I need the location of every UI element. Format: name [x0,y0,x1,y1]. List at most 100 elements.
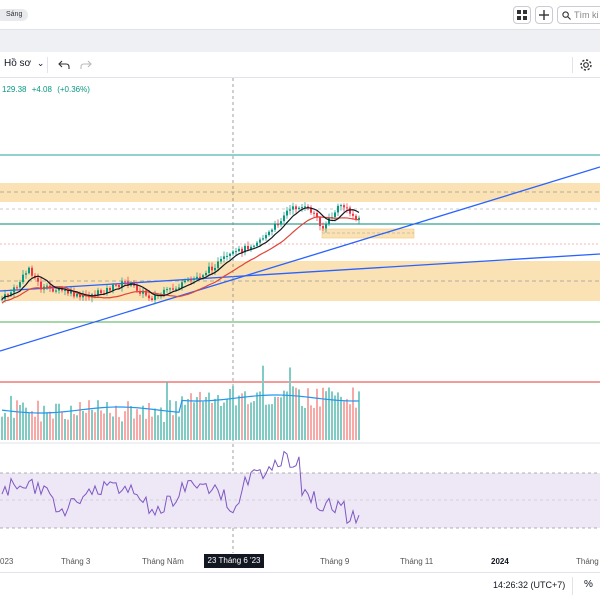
candle-body [319,217,321,227]
volume-bar [67,419,69,440]
candle-body [136,285,138,291]
candle-body [118,284,120,288]
percent-toggle[interactable]: % [584,579,593,590]
candle-body [52,288,54,292]
volume-bar [145,418,147,440]
volume-bar [313,407,315,440]
volume-bar [88,400,90,440]
volume-bar [4,412,6,440]
volume-bar [247,404,249,440]
volume-bar [109,412,111,440]
volume-bar [244,391,246,440]
candle-body [76,293,78,297]
volume-bar [58,403,60,440]
volume-bar [274,396,276,440]
volume-bar [169,400,171,440]
volume-bar [13,417,15,440]
volume-bar [292,386,294,440]
candle-body [268,231,270,236]
candle-body [37,277,39,282]
volume-bar [121,421,123,440]
candle-body [232,251,234,254]
candle-body [322,226,324,229]
volume-bar [295,387,297,440]
volume-bar [139,414,141,440]
volume-bar [358,391,360,440]
theme-toggle[interactable]: Sáng [0,9,29,21]
volume-bar [28,412,30,440]
candle-body [337,205,339,213]
candle-body [271,229,273,232]
gear-icon[interactable] [579,58,593,72]
candle-body [229,253,231,256]
volume-bar [253,401,255,440]
candle-body [121,281,123,288]
candle-body [334,212,336,218]
volume-bar [64,418,66,440]
volume-bar [352,387,354,440]
candlesticks [1,202,360,305]
volume-bar [322,387,324,440]
candle-body [292,206,294,210]
volume-bar [154,408,156,440]
volume-bar [250,402,252,440]
candle-body [286,210,288,216]
candle-body [64,289,66,291]
redo-icon[interactable] [80,60,92,70]
candle-body [313,212,315,214]
add-button[interactable] [535,6,553,24]
candle-body [220,258,222,262]
candle-body [97,290,99,296]
top-bar: Sáng Tìm ki [0,0,600,30]
volume-bar [49,411,51,440]
candle-body [283,215,285,222]
layout-button[interactable] [513,6,531,24]
volume-bar [298,389,300,440]
candle-body [223,256,225,259]
rsi-pane [0,450,600,529]
candle-body [199,276,201,278]
volume-bar [208,392,210,440]
candle-body [31,267,33,276]
x-axis-label: 2024 [491,557,509,566]
volume-bar [1,416,3,440]
search-icon [562,10,571,20]
chart-area[interactable] [0,78,600,572]
candle-body [112,284,114,291]
candle-body [211,266,213,271]
search-input[interactable]: Tìm ki [557,6,600,24]
volume-bar [346,399,348,440]
volume-bar [355,407,357,440]
volume-bar [160,407,162,440]
candle-body [1,299,3,301]
toolbar-divider [572,57,573,73]
x-axis-label: Tháng 3 [61,557,91,566]
price-header: 129.38 +4.08 (+0.36%) [2,85,93,94]
volume-bar [337,392,339,440]
candle-body [94,294,96,296]
volume-bar [25,407,27,440]
candle-body [316,212,318,218]
candle-body [19,282,21,288]
grid-icon [517,10,527,20]
volume-bar [163,421,165,440]
volume-bar [349,404,351,440]
bottom-divider [572,577,573,595]
volume-bar [142,405,144,440]
volume-bar [289,367,291,440]
volume-bar [238,395,240,440]
candle-body [22,274,24,283]
volume-bar [148,402,150,440]
candle-body [349,207,351,214]
candle-body [340,205,342,207]
bottom-bar: 14:26:32 (UTC+7) % [0,572,600,600]
profile-menu[interactable]: Hồ sơ ⌄ [4,58,44,69]
candle-body [196,276,198,279]
volume-bar [61,411,63,440]
volume-bar [340,396,342,440]
clock[interactable]: 14:26:32 (UTC+7) [493,580,566,590]
volume-bar [277,396,279,440]
undo-icon[interactable] [58,60,70,70]
volume-bar [325,391,327,440]
candle-body [310,207,312,213]
